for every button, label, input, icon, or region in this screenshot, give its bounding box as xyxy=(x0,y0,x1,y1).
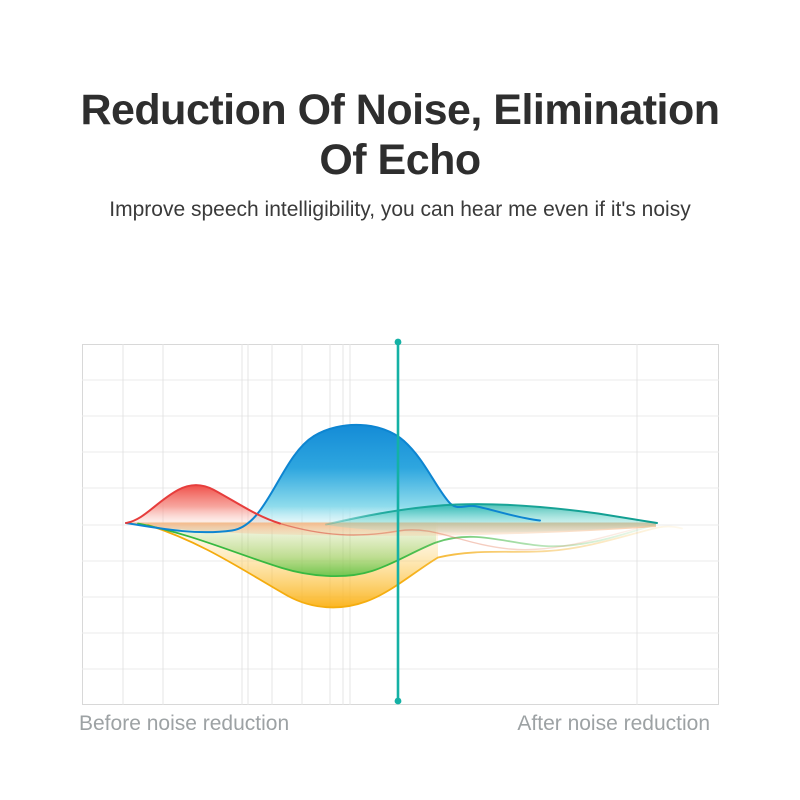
label-after-noise-reduction: After noise reduction xyxy=(517,712,710,735)
blue-wave-line xyxy=(125,423,541,534)
before-after-divider xyxy=(394,338,402,705)
page-title-line1: Reduction Of Noise, Elimination xyxy=(80,86,720,134)
teal-after-wave-line xyxy=(325,503,658,526)
yellow-wave-line xyxy=(147,524,683,609)
red-wave-tail-line xyxy=(279,522,655,551)
page-subtitle: Improve speech intelligibility, you can … xyxy=(109,198,691,221)
noise-chart-svg xyxy=(82,338,719,705)
label-before-noise-reduction: Before noise reduction xyxy=(79,712,290,735)
divider-dot-top xyxy=(394,338,402,346)
green-wave-line xyxy=(137,522,655,578)
divider-dot-bottom xyxy=(394,697,402,705)
red-wave-fill xyxy=(126,485,280,524)
red-wave-line xyxy=(125,484,281,525)
page-title-line2: Of Echo xyxy=(319,135,481,184)
page-title: Reduction Of Noise, Elimination Of Echo xyxy=(0,86,800,186)
noise-comparison-chart xyxy=(82,336,719,705)
